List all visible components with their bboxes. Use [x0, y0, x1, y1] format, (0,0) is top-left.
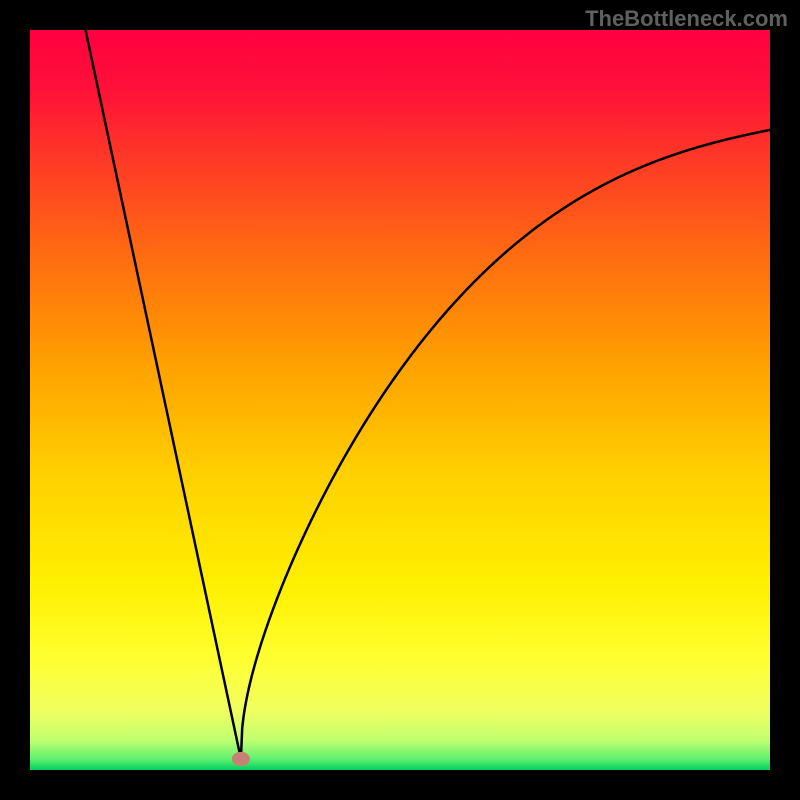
chart-container: TheBottleneck.com: [0, 0, 800, 800]
plot-area: [30, 30, 770, 770]
watermark-text: TheBottleneck.com: [585, 6, 788, 32]
